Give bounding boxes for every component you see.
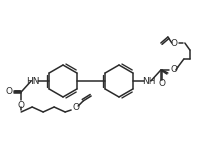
Text: HN: HN xyxy=(26,76,40,85)
Text: O: O xyxy=(158,80,165,89)
Text: O: O xyxy=(170,65,177,74)
Text: O: O xyxy=(6,88,13,96)
Text: O: O xyxy=(170,39,177,48)
Text: NH: NH xyxy=(142,76,156,85)
Text: O: O xyxy=(73,102,80,112)
Text: O: O xyxy=(18,101,25,110)
